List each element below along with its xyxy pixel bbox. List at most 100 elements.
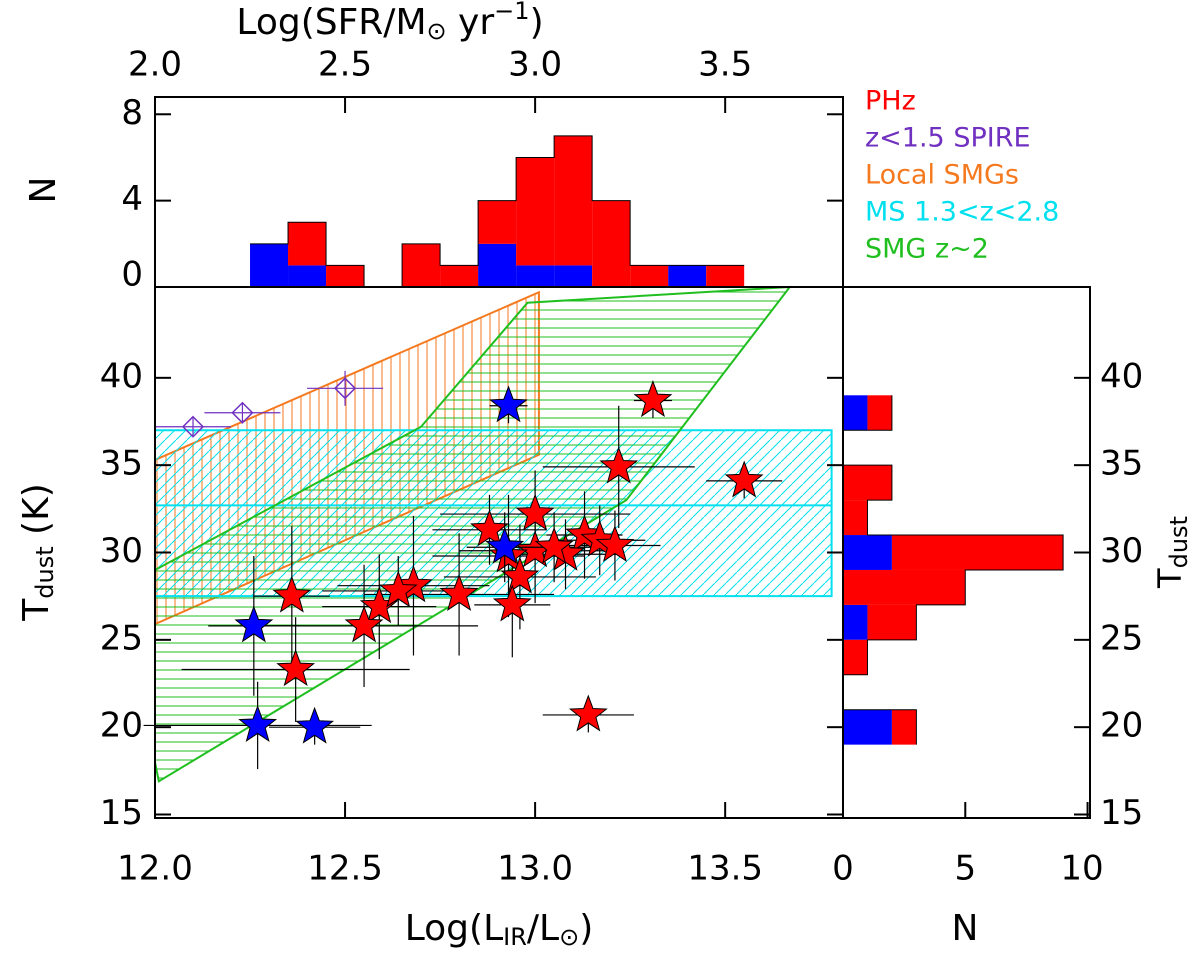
histogram-bar (592, 200, 631, 287)
legend-entry: MS 1.3<z<2.8 (865, 197, 1059, 228)
star-marker (500, 556, 540, 594)
star-marker (470, 509, 509, 547)
y-tick-label: 25 (1100, 618, 1143, 658)
histogram-bar (516, 157, 555, 266)
legend-entry: z<1.5 SPIRE (865, 123, 1031, 154)
diamond-marker (231, 401, 254, 424)
diamond-marker (333, 377, 357, 400)
histogram-bar (867, 604, 917, 640)
plot-layer: 12.0 12.5 13.0 13.5 15 20 25 30 35 40 Log(LIR/L⊙) T… (16, 0, 1193, 951)
y-tick-label: 30 (1100, 531, 1143, 571)
axis-label-part: IR (503, 923, 527, 951)
y-tick-label: 35 (1100, 444, 1143, 484)
star-marker (344, 605, 384, 643)
histogram-bar (288, 222, 327, 266)
axis-label-part: Log(SFR/M (236, 2, 426, 43)
star-marker (515, 493, 555, 531)
star-marker (568, 694, 608, 732)
x-tick-label: 5 (954, 849, 976, 889)
x-tick-label: 0 (832, 849, 854, 889)
y-tick-label: 25 (100, 618, 143, 658)
histogram-bar (843, 500, 868, 536)
histogram-bar (843, 535, 892, 570)
x-tick-label: 13.5 (687, 849, 763, 889)
histogram-bar (843, 395, 868, 431)
axis-label-part: dust (1165, 516, 1193, 568)
star-marker (272, 575, 312, 613)
y-tick-label: 15 (1100, 793, 1143, 833)
y-tick-label: 8 (121, 93, 143, 133)
legend-entry: Local SMGs (865, 160, 1019, 191)
histogram-bar (668, 265, 707, 287)
histogram-bar (891, 709, 917, 745)
x-tick-label: 13.0 (497, 849, 573, 889)
axis-label-part: ) (579, 908, 593, 949)
axis-label-part: ⊙ (559, 923, 579, 951)
axis-label: Tdust (1151, 516, 1193, 589)
diamond-marker (181, 415, 205, 438)
star-marker (489, 385, 528, 423)
axis-label-part: T (1151, 568, 1189, 589)
x2-tick-label: 3.5 (698, 45, 752, 85)
histogram-bar (326, 265, 365, 287)
y-tick-label: 40 (1100, 356, 1143, 396)
axis-label-part: dust (31, 546, 59, 598)
axis-label-part: T (16, 598, 57, 622)
axis-label-part: yr (447, 2, 495, 43)
star-marker (485, 526, 525, 564)
x2-tick-label: 2.0 (128, 45, 182, 85)
star-marker (724, 460, 764, 498)
histogram-outline (250, 135, 745, 288)
axis-label: N (952, 908, 979, 949)
histogram-bar (843, 639, 868, 675)
histogram-bar (843, 465, 892, 501)
axis-label-part: (K) (16, 483, 57, 546)
axis-label-part: −1 (494, 0, 529, 25)
right-frame (842, 286, 1091, 819)
x-tick-label: 12.0 (117, 849, 193, 889)
axis-label-part: ⊙ (427, 17, 447, 45)
star-marker (534, 526, 574, 564)
histogram-bar (630, 265, 669, 287)
axis-label-part: ) (530, 2, 544, 43)
legend-entry: PHz (865, 86, 916, 117)
star-marker (439, 573, 479, 611)
star-marker (378, 570, 418, 608)
histogram-bar (250, 243, 289, 287)
top-frame (154, 96, 844, 288)
axis-label: Tdust (K) (16, 483, 59, 622)
axis-label: Log(LIR/L⊙) (405, 908, 594, 951)
legend-entry: SMG z~2 (865, 234, 989, 265)
star-marker (276, 649, 316, 687)
histogram-bar (554, 265, 593, 287)
star-marker (492, 584, 532, 622)
histogram-bar (516, 265, 555, 287)
histogram-bar (706, 265, 745, 287)
histogram-bar (891, 535, 1064, 570)
histogram-bar (843, 569, 966, 605)
histogram-outline (842, 395, 1064, 745)
star-marker (295, 706, 335, 744)
y-tick-label: 40 (100, 356, 143, 396)
star-marker (595, 525, 635, 563)
histogram-bar (288, 265, 327, 287)
histogram-bar (867, 395, 892, 431)
y-tick-label: 0 (121, 255, 143, 295)
star-marker (234, 605, 274, 643)
star-marker (599, 446, 639, 484)
y-tick-label: 20 (100, 706, 143, 746)
histogram-bar (554, 135, 593, 266)
histogram-bar (440, 265, 479, 287)
y-tick-label: 30 (100, 531, 143, 571)
star-marker (633, 380, 673, 418)
x-tick-label: 12.5 (307, 849, 383, 889)
histogram-bar (478, 200, 517, 244)
axis-label: N (23, 177, 64, 204)
histogram-bar (843, 709, 892, 745)
axis-label-part: Log(L (405, 908, 503, 949)
y-tick-label: 15 (100, 793, 143, 833)
x-tick-label: 10 (1060, 849, 1103, 889)
x2-tick-label: 2.5 (318, 45, 372, 85)
star-marker (238, 704, 278, 742)
